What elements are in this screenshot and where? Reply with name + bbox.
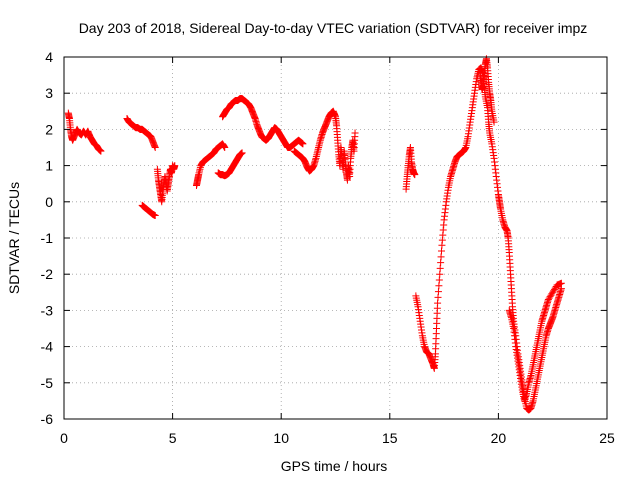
data-point — [97, 147, 105, 155]
y-tick-label: 0 — [45, 194, 53, 210]
y-tick-label: 3 — [45, 85, 53, 101]
y-tick-label: -4 — [41, 339, 54, 355]
data-point — [238, 149, 246, 157]
data-point — [548, 290, 556, 298]
data-point — [544, 296, 552, 304]
y-tick-label: 4 — [45, 49, 53, 65]
data-point — [546, 293, 554, 301]
x-tick-label: 20 — [491, 430, 507, 446]
data-point — [171, 162, 179, 170]
x-tick-label: 25 — [599, 430, 615, 446]
data-point — [411, 171, 419, 179]
y-tick-label: 2 — [45, 121, 53, 137]
data-point — [550, 285, 558, 293]
y-tick-label: -3 — [41, 302, 54, 318]
chart-title: Day 203 of 2018, Sidereal Day-to-day VTE… — [79, 20, 588, 36]
data-point — [490, 118, 498, 126]
x-tick-label: 10 — [273, 430, 289, 446]
x-tick-label: 5 — [169, 430, 177, 446]
x-tick-labels: 0 5 10 15 20 25 — [60, 430, 615, 446]
data-points — [64, 55, 565, 414]
x-tick-label: 15 — [382, 430, 398, 446]
y-tick-label: 1 — [45, 158, 53, 174]
y-tick-label: -6 — [41, 411, 54, 427]
y-tick-label: -1 — [41, 230, 54, 246]
data-point — [549, 288, 557, 296]
data-point — [545, 294, 553, 302]
data-point — [550, 287, 558, 295]
axis-ticks — [63, 56, 608, 420]
y-axis-label: SDTVAR / TECUs — [6, 182, 22, 294]
y-tick-label: -2 — [41, 266, 54, 282]
data-point — [351, 129, 359, 137]
data-point — [557, 279, 565, 287]
x-axis-label: GPS time / hours — [281, 458, 388, 474]
data-point — [151, 212, 159, 220]
data-point — [221, 144, 229, 151]
y-tick-labels: -6 -5 -4 -3 -2 -1 0 1 2 3 4 — [41, 49, 54, 427]
data-point — [151, 144, 159, 151]
data-point — [299, 140, 307, 148]
y-tick-label: -5 — [41, 375, 54, 391]
data-point — [547, 291, 555, 299]
x-tick-label: 0 — [60, 430, 68, 446]
